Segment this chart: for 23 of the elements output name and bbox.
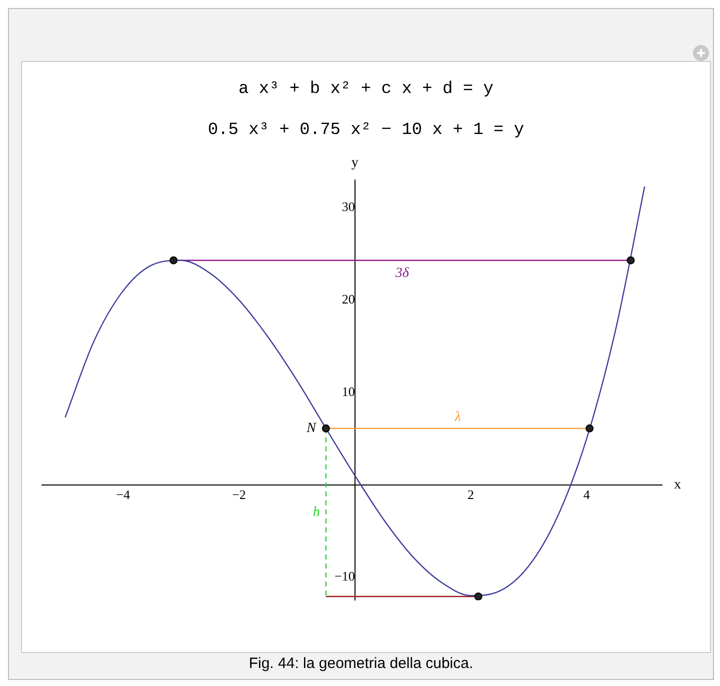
point	[170, 256, 178, 264]
line-series	[64, 186, 646, 596]
chart-subtitle: 0.5 x³ + 0.75 x² − 10 x + 1 = y	[206, 121, 526, 140]
caption: Fig. 44: la geometria della cubica.	[248, 655, 474, 672]
y-tick-label: −10	[334, 568, 355, 584]
x-axis-title: x	[674, 477, 681, 492]
point	[474, 592, 482, 600]
point	[586, 424, 594, 432]
chart-title: a x³ + b x² + c x + d = y	[237, 80, 495, 99]
x-tick-label: 4	[583, 486, 590, 502]
y-tick-label: 30	[342, 199, 355, 214]
x-tick-label: −2	[232, 486, 246, 502]
y-tick-label: 20	[342, 291, 355, 306]
x-tick-label: 2	[468, 486, 474, 502]
annotation: N	[306, 421, 317, 436]
y-axis-title: y	[351, 156, 358, 171]
point	[626, 256, 635, 264]
x-tick-label: −4	[116, 486, 131, 502]
y-tick-label: 10	[342, 384, 355, 399]
series-label: λ	[454, 410, 461, 426]
point	[322, 424, 330, 432]
series-label: h	[312, 505, 320, 520]
series-label: 3δ	[394, 266, 410, 282]
